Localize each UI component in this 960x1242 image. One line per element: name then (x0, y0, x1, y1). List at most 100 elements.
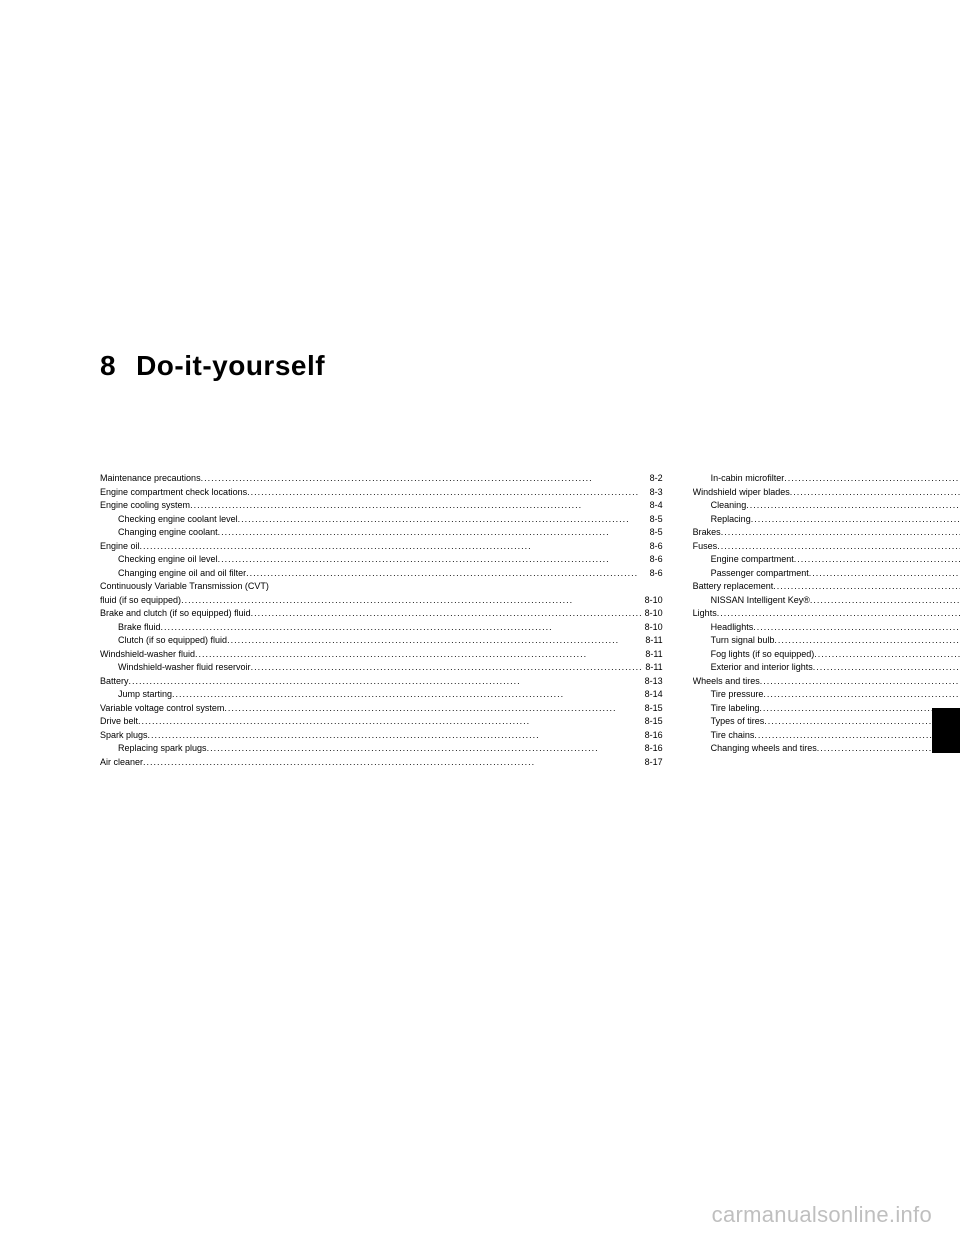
toc-entry-label: Windshield-washer fluid (100, 648, 195, 662)
toc-entry: Changing engine oil and oil filter8-6 (100, 567, 663, 581)
toc-entry: Replacing spark plugs8-16 (100, 742, 663, 756)
toc-leader-dots (753, 621, 960, 635)
toc-entry-label: Exterior and interior lights (711, 661, 813, 675)
toc-entry-page: 8-15 (643, 702, 663, 716)
toc-entry-label: In-cabin microfilter (711, 472, 785, 486)
toc-leader-dots (218, 526, 648, 540)
toc-entry-label: Replacing (711, 513, 751, 527)
toc-entry-label: Changing engine oil and oil filter (118, 567, 246, 581)
toc-entry-label: Jump starting (118, 688, 172, 702)
toc-entry: Brake and clutch (if so equipped) fluid 8… (100, 607, 663, 621)
toc-column-right: In-cabin microfilter8-17Windshield wiper… (693, 472, 960, 769)
toc-leader-dots (773, 580, 960, 594)
toc-entry-label: Air cleaner (100, 756, 143, 770)
toc-entry-page: 8-11 (643, 661, 662, 675)
toc-entry-label: Tire labeling (711, 702, 760, 716)
toc-entry: Air cleaner 8-17 (100, 756, 663, 770)
toc-entry-label: Engine oil (100, 540, 140, 554)
toc-leader-dots (238, 513, 648, 527)
toc-entry: NISSAN Intelligent Key®8-23 (693, 594, 960, 608)
toc-entry-label: Brake and clutch (if so equipped) fluid (100, 607, 251, 621)
toc-entry-page: 8-16 (643, 729, 663, 743)
toc-entry-page: 8-10 (643, 621, 663, 635)
toc-leader-dots (251, 661, 644, 675)
toc-leader-dots (129, 675, 643, 689)
toc-entry-label: Lights (693, 607, 717, 621)
toc-leader-dots (810, 594, 960, 608)
toc-entry: Cleaning8-18 (693, 499, 960, 513)
toc-leader-dots (760, 675, 960, 689)
toc-leader-dots (218, 553, 648, 567)
toc-entry-page: 8-10 (643, 607, 663, 621)
toc-entry-page: 8-14 (643, 688, 663, 702)
toc-leader-dots (751, 513, 960, 527)
toc-leader-dots (754, 729, 960, 743)
toc-leader-dots (143, 756, 643, 770)
toc-entry: Changing wheels and tires8-38 (693, 742, 960, 756)
toc-entry-label: Brakes (693, 526, 721, 540)
toc-entry-page: 8-17 (643, 756, 663, 770)
toc-entry: Spark plugs 8-16 (100, 729, 663, 743)
toc-leader-dots (138, 715, 643, 729)
toc-entry-label: Clutch (if so equipped) fluid (118, 634, 227, 648)
toc-entry: Changing engine coolant8-5 (100, 526, 663, 540)
toc-entry-page: 8-5 (648, 526, 663, 540)
toc-entry-page: 8-15 (643, 715, 663, 729)
toc-entry: Brakes8-19 (693, 526, 960, 540)
toc-leader-dots (201, 472, 648, 486)
toc-entry-label: Turn signal bulb (711, 634, 775, 648)
toc-entry-page: 8-11 (643, 648, 662, 662)
toc-entry-label: Fog lights (if so equipped) (711, 648, 815, 662)
toc-entry: Fuses8-20 (693, 540, 960, 554)
toc-entry-label: Battery (100, 675, 129, 689)
toc-entry-label: Drive belt (100, 715, 138, 729)
toc-leader-dots (717, 607, 960, 621)
chapter-number: 8 (100, 350, 116, 382)
toc-entry: Types of tires8-36 (693, 715, 960, 729)
toc-leader-dots (190, 499, 648, 513)
toc-entry: fluid (if so equipped)8-10 (100, 594, 663, 608)
toc-leader-dots (224, 702, 642, 716)
toc-leader-dots (774, 634, 960, 648)
table-of-contents: Maintenance precautions 8-2Engine compart… (100, 472, 890, 769)
toc-entry-label: Continuously Variable Transmission (CVT) (100, 580, 269, 594)
toc-leader-dots (721, 526, 960, 540)
toc-entry-label: NISSAN Intelligent Key® (711, 594, 810, 608)
toc-leader-dots (207, 742, 643, 756)
toc-entry-label: fluid (if so equipped) (100, 594, 181, 608)
toc-entry-page: 8-16 (643, 742, 663, 756)
watermark: carmanualsonline.info (712, 1202, 932, 1228)
toc-entry: Drive belt 8-15 (100, 715, 663, 729)
toc-entry: Checking engine coolant level8-5 (100, 513, 663, 527)
toc-entry: Windshield-washer fluid reservoir8-11 (100, 661, 663, 675)
toc-leader-dots (784, 472, 960, 486)
toc-entry: Continuously Variable Transmission (CVT) (100, 580, 663, 594)
toc-entry: Headlights8-25 (693, 621, 960, 635)
toc-entry: Engine compartment check locations8-3 (100, 486, 663, 500)
toc-leader-dots (140, 540, 648, 554)
toc-entry-label: Maintenance precautions (100, 472, 201, 486)
toc-entry-label: Battery replacement (693, 580, 774, 594)
toc-entry-label: Types of tires (711, 715, 765, 729)
toc-entry-label: Tire pressure (711, 688, 764, 702)
toc-entry-page: 8-2 (648, 472, 663, 486)
toc-entry-label: Variable voltage control system (100, 702, 224, 716)
toc-entry-label: Spark plugs (100, 729, 148, 743)
toc-entry-label: Fuses (693, 540, 718, 554)
manual-page: 8 Do-it-yourself Maintenance precautions 8… (100, 350, 890, 769)
toc-entry: Variable voltage control system 8-15 (100, 702, 663, 716)
toc-entry: Lights8-25 (693, 607, 960, 621)
toc-entry: Jump starting 8-14 (100, 688, 663, 702)
toc-entry: Tire pressure8-29 (693, 688, 960, 702)
toc-leader-dots (746, 499, 960, 513)
toc-entry-page: 8-13 (643, 675, 663, 689)
toc-entry: Replacing8-18 (693, 513, 960, 527)
chapter-name: Do-it-yourself (136, 350, 325, 381)
toc-entry-label: Cleaning (711, 499, 747, 513)
toc-leader-dots (148, 729, 643, 743)
toc-entry-label: Windshield wiper blades (693, 486, 790, 500)
toc-entry-label: Passenger compartment (711, 567, 809, 581)
section-tab (932, 708, 960, 753)
toc-entry-label: Engine cooling system (100, 499, 190, 513)
toc-entry-page: 8-6 (648, 553, 663, 567)
